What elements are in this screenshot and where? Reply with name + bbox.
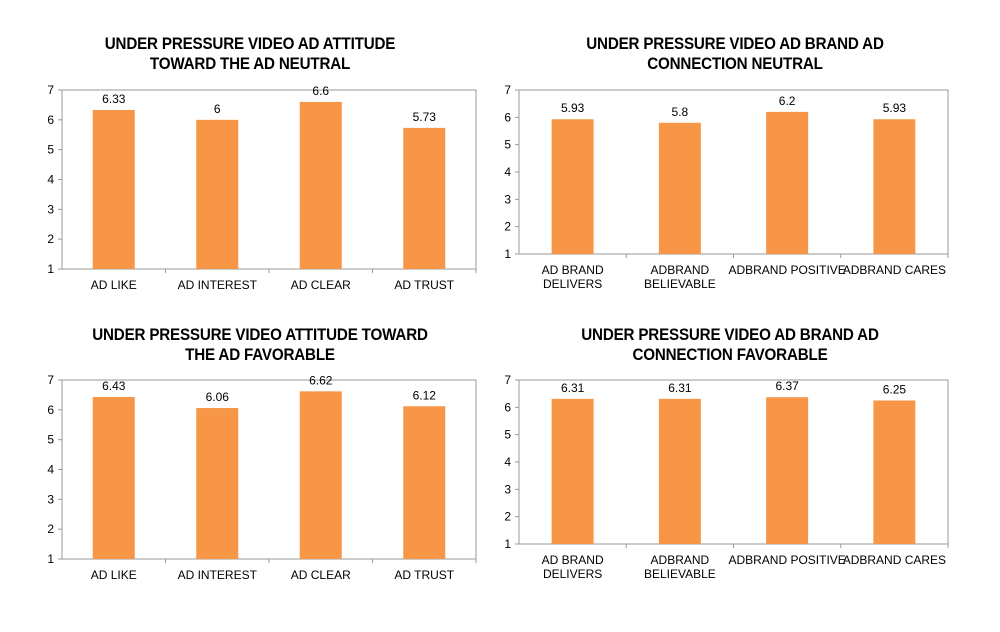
y-tick-label: 7	[47, 83, 54, 97]
data-label: 5.8	[672, 105, 689, 119]
y-tick-label: 2	[47, 232, 54, 246]
data-label: 6.33	[102, 92, 126, 106]
data-label: 5.93	[561, 101, 585, 115]
x-tick-label: AD INTEREST	[178, 278, 258, 292]
y-tick-label: 7	[47, 373, 54, 387]
x-tick-label: AD BRAND DELIVERS	[542, 263, 604, 291]
y-tick-label: 7	[504, 373, 511, 387]
y-tick-label: 2	[504, 510, 511, 524]
bar-chart-brand-connection-neutral: 1 2 3 4 5 6 7 5.93 AD BRAND DELIVERS 5.8 ADBRAND BEL…	[504, 83, 949, 291]
y-tick-label: 7	[504, 83, 511, 97]
data-label: 6.6	[312, 84, 329, 98]
y-tick-label: 2	[504, 220, 511, 234]
x-tick-label: AD INTEREST	[178, 568, 258, 582]
bar	[196, 119, 239, 269]
chart-title: UNDER PRESSURE VIDEO ATTITUDE TOWARD THE…	[92, 326, 428, 364]
data-label: 6.43	[102, 379, 126, 393]
data-label: 6.2	[779, 94, 796, 108]
chart-panel-1: UNDER PRESSURE VIDEO AD ATTITUDE TOWARD …	[0, 0, 500, 316]
chart-title: UNDER PRESSURE VIDEO AD BRAND AD CONNECT…	[586, 35, 884, 73]
bar	[658, 122, 701, 254]
x-tick-label: AD TRUST	[394, 278, 454, 292]
x-tick-label: ADBRAND CARES	[843, 553, 946, 567]
y-tick-label: 3	[504, 482, 511, 496]
data-label: 6.25	[883, 383, 907, 397]
x-tick-label: AD LIKE	[91, 568, 137, 582]
y-tick-label: 1	[504, 247, 511, 261]
bar	[551, 398, 594, 544]
bar	[299, 391, 342, 559]
y-tick-label: 5	[47, 433, 54, 447]
data-label: 6.37	[775, 379, 799, 393]
chart-title: UNDER PRESSURE VIDEO AD ATTITUDE TOWARD …	[104, 35, 396, 73]
bar	[299, 101, 342, 269]
bar-chart-attitude-favorable: 1 2 3 4 5 6 7 6.43 AD LIKE 6.06 AD INTEREST 6.62 AD …	[47, 373, 477, 582]
y-tick-label: 6	[47, 113, 54, 127]
bar	[766, 397, 809, 544]
bar	[873, 119, 916, 254]
y-tick-label: 2	[47, 522, 54, 536]
data-label: 6.12	[413, 388, 437, 402]
x-tick-label: ADBRAND BELIEVABLE	[644, 263, 716, 291]
y-tick-label: 4	[47, 463, 54, 477]
data-label: 5.73	[413, 110, 437, 124]
y-tick-label: 3	[504, 192, 511, 206]
y-tick-label: 1	[47, 262, 54, 276]
y-tick-label: 6	[504, 400, 511, 414]
y-tick-label: 3	[47, 492, 54, 506]
x-tick-label: AD CLEAR	[291, 568, 351, 582]
y-tick-label: 5	[47, 143, 54, 157]
data-label: 5.93	[883, 101, 907, 115]
bar	[873, 400, 916, 544]
y-tick-label: 6	[504, 110, 511, 124]
data-label: 6.31	[668, 381, 692, 395]
bar	[92, 109, 135, 269]
y-tick-label: 4	[504, 455, 511, 469]
y-tick-label: 3	[47, 202, 54, 216]
y-tick-label: 1	[504, 537, 511, 551]
x-tick-label: AD BRAND DELIVERS	[542, 553, 604, 581]
bar	[196, 408, 239, 559]
x-tick-label: AD CLEAR	[291, 278, 351, 292]
y-tick-label: 1	[47, 552, 54, 566]
x-tick-label: ADBRAND BELIEVABLE	[644, 553, 716, 581]
y-tick-label: 6	[47, 403, 54, 417]
chart-title: UNDER PRESSURE VIDEO AD BRAND AD CONNECT…	[581, 326, 879, 364]
bar	[766, 111, 809, 254]
chart-panel-3: UNDER PRESSURE VIDEO ATTITUDE TOWARD THE…	[47, 326, 477, 582]
data-label: 6	[214, 102, 221, 116]
bar	[551, 119, 594, 254]
x-tick-label: AD TRUST	[394, 568, 454, 582]
data-label: 6.06	[206, 390, 230, 404]
x-tick-label: ADBRAND CARES	[843, 263, 946, 277]
data-label: 6.31	[561, 381, 585, 395]
y-tick-label: 4	[504, 165, 511, 179]
x-tick-label: ADBRAND POSITIVE	[728, 263, 845, 277]
y-tick-label: 4	[47, 173, 54, 187]
bar	[403, 406, 446, 559]
data-label: 6.62	[309, 373, 333, 387]
bar-chart-attitude-neutral: 1 2 3 4 5 6 7 6.33 AD LIKE 6 AD INTEREST 6.6 AD CLEA…	[47, 83, 477, 292]
x-tick-label: ADBRAND POSITIVE	[728, 553, 845, 567]
y-tick-label: 5	[504, 138, 511, 152]
y-tick-label: 5	[504, 428, 511, 442]
bar	[658, 398, 701, 544]
chart-panel-2: UNDER PRESSURE VIDEO AD BRAND AD CONNECT…	[504, 35, 949, 291]
bar	[403, 127, 446, 269]
x-tick-label: AD LIKE	[91, 278, 137, 292]
bar	[92, 397, 135, 559]
